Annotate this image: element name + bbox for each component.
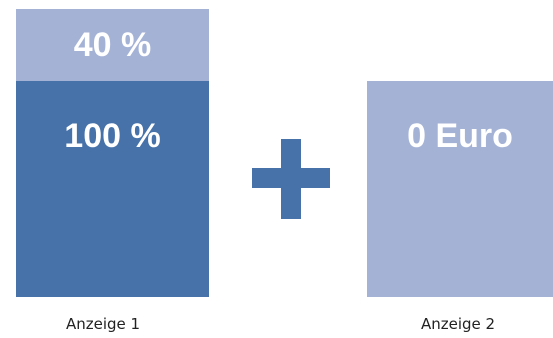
plus-icon: [252, 139, 330, 219]
panel-1-top-value: 40 %: [73, 26, 152, 64]
panel-1-caption: Anzeige 1: [66, 315, 141, 333]
panel-1-top-segment: 40 %: [16, 9, 209, 81]
panel-2-segment: 0 Euro: [367, 81, 553, 297]
panel-1-main-segment: 100 %: [16, 81, 209, 297]
panel-2-caption: Anzeige 2: [421, 315, 496, 333]
panel-2-value: 0 Euro: [407, 117, 513, 155]
panel-1-main-value: 100 %: [64, 117, 161, 155]
